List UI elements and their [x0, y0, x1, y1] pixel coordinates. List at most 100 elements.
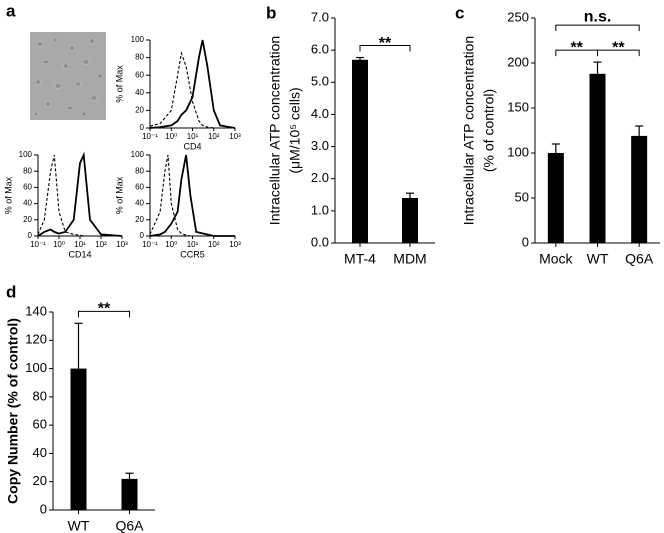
y-tick-label: 6.0	[311, 42, 329, 57]
y-tick-label: 0.0	[311, 234, 329, 249]
x-tick-label: 10²	[208, 132, 220, 141]
bar	[70, 368, 87, 510]
y-tick-label: 50	[515, 189, 529, 204]
y-tick-label: 100	[19, 150, 33, 159]
y-tick-label: 20	[23, 215, 32, 224]
x-tick-label: Q6A	[115, 518, 144, 533]
y-tick-label: 60	[23, 183, 32, 192]
y-tick-label: 60	[135, 70, 144, 79]
error-bar	[406, 192, 414, 198]
significance-label: **	[98, 301, 111, 318]
x-axis-label: CD14	[68, 249, 91, 259]
y-tick-label: 40	[23, 199, 32, 208]
y-axis-label: Copy Number (% of control)	[5, 318, 21, 504]
x-tick-label: 10³	[116, 240, 128, 249]
x-tick-label: WT	[68, 518, 90, 533]
micrograph	[30, 32, 106, 120]
y-tick-label: 1.0	[311, 202, 329, 217]
y-tick-label: 100	[131, 35, 145, 44]
histogram-line	[149, 39, 236, 129]
y-axis-label: (μM/10⁵ cells)	[287, 87, 303, 173]
x-axis-label: CD4	[183, 141, 201, 151]
significance-label: **	[379, 35, 392, 52]
y-axis-label: % of Max	[3, 176, 13, 214]
y-tick-label: 150	[507, 99, 529, 114]
histogram-line	[149, 154, 235, 237]
bar	[121, 478, 138, 510]
significance-label: n.s.	[584, 8, 612, 25]
x-axis-label: CCR5	[180, 249, 205, 259]
y-tick-label: 20	[135, 106, 144, 115]
significance-bracket	[78, 310, 130, 318]
y-tick-label: 20	[33, 473, 47, 488]
y-tick-label: 60	[135, 183, 144, 192]
y-tick-label: 100	[507, 144, 529, 159]
significance-bracket	[359, 45, 411, 52]
y-tick-label: 40	[135, 199, 144, 208]
y-tick-label: 0	[28, 231, 33, 240]
y-tick-label: 3.0	[311, 138, 329, 153]
error-bar	[74, 322, 83, 369]
histogram-line	[149, 154, 235, 237]
x-tick-label: 10⁻¹	[30, 240, 46, 249]
x-tick-label: WT	[587, 251, 609, 267]
y-axis-label: Intracellular ATP concentration	[461, 36, 477, 225]
y-tick-label: 40	[33, 445, 47, 460]
y-tick-label: 100	[25, 360, 47, 375]
significance-bracket	[555, 24, 640, 32]
y-axis-label: % of Max	[114, 65, 124, 103]
y-tick-label: 0	[140, 123, 145, 132]
x-tick-label: 10²	[95, 240, 107, 249]
bar	[547, 153, 564, 243]
error-bar	[551, 143, 560, 153]
y-tick-label: 80	[33, 388, 47, 403]
panel-label: a	[6, 1, 16, 20]
x-tick-label: 10⁻¹	[142, 132, 158, 141]
panel-label: c	[455, 3, 464, 22]
bar	[402, 198, 418, 243]
y-tick-label: 0	[140, 231, 145, 240]
x-tick-label: 10³	[229, 132, 241, 141]
panel-label: d	[6, 282, 16, 301]
y-tick-label: 250	[507, 9, 529, 24]
x-tick-label: 10¹	[187, 132, 199, 141]
significance-bracket	[597, 49, 640, 57]
error-bar	[593, 61, 602, 74]
x-tick-label: 10¹	[187, 240, 199, 249]
histogram-line	[37, 151, 123, 237]
y-tick-label: 100	[131, 150, 145, 159]
x-tick-label: 10⁰	[165, 240, 177, 249]
x-tick-label: 10⁻¹	[142, 240, 158, 249]
bar	[589, 73, 606, 243]
y-tick-label: 80	[135, 53, 144, 62]
x-tick-label: Q6A	[625, 251, 654, 267]
y-tick-label: 120	[25, 332, 47, 347]
y-tick-label: 0	[40, 501, 47, 516]
error-bar	[356, 56, 364, 60]
y-axis-label: % of Max	[114, 176, 124, 214]
x-tick-label: MDM	[393, 251, 426, 267]
bar	[352, 59, 368, 244]
x-tick-label: 10³	[229, 240, 241, 249]
y-tick-label: 60	[33, 417, 47, 432]
error-bar	[635, 125, 644, 136]
y-tick-label: 7.0	[311, 9, 329, 24]
y-tick-label: 40	[135, 88, 144, 97]
x-tick-label: 10²	[208, 240, 220, 249]
x-tick-label: 10⁰	[165, 132, 177, 141]
bar	[631, 135, 648, 243]
panel-label: b	[266, 3, 276, 22]
histogram-line	[37, 154, 122, 237]
x-tick-label: 10⁰	[53, 240, 65, 249]
y-tick-label: 20	[135, 215, 144, 224]
significance-label: **	[612, 39, 625, 56]
y-tick-label: 80	[135, 166, 144, 175]
y-tick-label: 4.0	[311, 106, 329, 121]
significance-label: **	[570, 39, 583, 56]
y-tick-label: 2.0	[311, 170, 329, 185]
error-bar	[125, 472, 134, 479]
x-tick-label: 10¹	[74, 240, 86, 249]
y-tick-label: 200	[507, 54, 529, 69]
y-tick-label: 0	[522, 234, 529, 249]
